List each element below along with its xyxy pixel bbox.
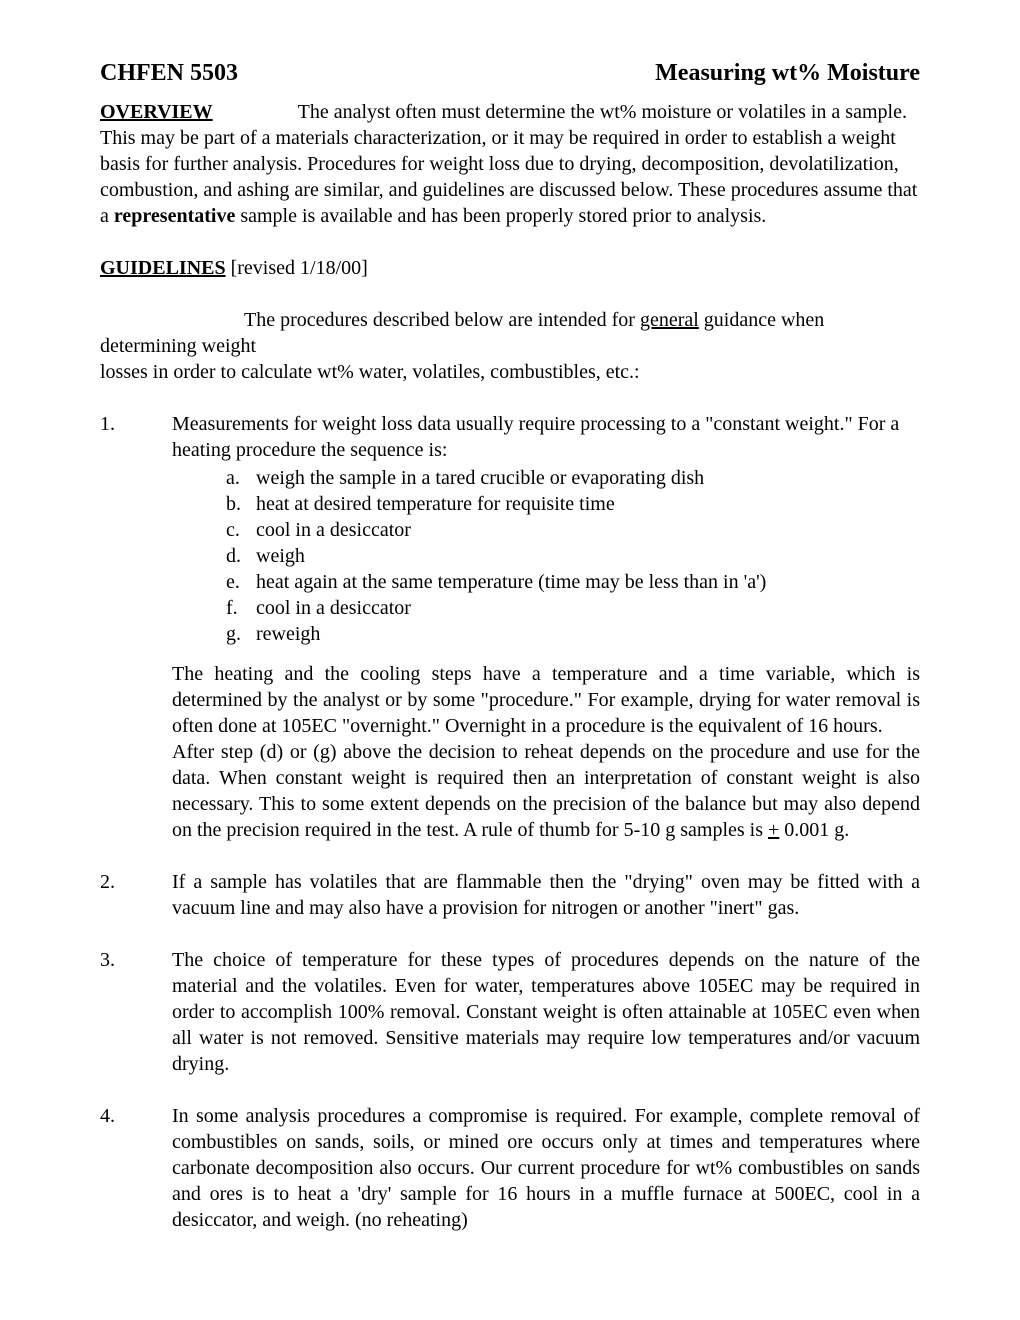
item-number: 2. [100, 869, 172, 921]
overview-bold: representative [114, 205, 235, 227]
sub-text: weigh [256, 543, 305, 569]
item-number: 1. [100, 411, 172, 843]
sub-g: g.reweigh [226, 621, 920, 647]
sub-letter: d. [226, 543, 256, 569]
item-1-sublist: a.weigh the sample in a tared crucible o… [226, 465, 920, 647]
intro-underlined: general [640, 309, 699, 331]
list-item-2: 2. If a sample has volatiles that are fl… [100, 869, 920, 921]
item-1-lead: Measurements for weight loss data usuall… [172, 411, 920, 463]
sub-letter: b. [226, 491, 256, 517]
item-1-content: Measurements for weight loss data usuall… [172, 411, 920, 843]
overview-text-2: sample is available and has been properl… [235, 205, 766, 227]
intro-line2: losses in order to calculate wt% water, … [100, 361, 640, 383]
list-item-1: 1. Measurements for weight loss data usu… [100, 411, 920, 843]
sub-letter: g. [226, 621, 256, 647]
sub-text: heat again at the same temperature (time… [256, 569, 766, 595]
item-2-content: If a sample has volatiles that are flamm… [172, 869, 920, 921]
guidelines-intro: The procedures described below are inten… [100, 307, 920, 385]
item-number: 3. [100, 947, 172, 1077]
document-page: CHFEN 5503 Measuring wt% Moisture OVERVI… [0, 0, 1020, 1320]
sub-text: cool in a desiccator [256, 517, 411, 543]
overview-heading: OVERVIEW [100, 101, 213, 123]
guidelines-revision: [revised 1/18/00] [226, 257, 368, 279]
sub-text: reweigh [256, 621, 320, 647]
sub-text: heat at desired temperature for requisit… [256, 491, 615, 517]
sub-d: d.weigh [226, 543, 920, 569]
sub-e: e.heat again at the same temperature (ti… [226, 569, 920, 595]
intro-prefix: The procedures described below are inten… [244, 309, 640, 331]
doc-title: Measuring wt% Moisture [655, 60, 920, 87]
header-row: CHFEN 5503 Measuring wt% Moisture [100, 60, 920, 87]
item-1-para1: The heating and the cooling steps have a… [172, 661, 920, 739]
sub-letter: a. [226, 465, 256, 491]
list-item-3: 3. The choice of temperature for these t… [100, 947, 920, 1077]
sub-c: c.cool in a desiccator [226, 517, 920, 543]
sub-letter: c. [226, 517, 256, 543]
sub-b: b.heat at desired temperature for requis… [226, 491, 920, 517]
para2-underlined: + [768, 819, 779, 841]
item-3-content: The choice of temperature for these type… [172, 947, 920, 1077]
list-item-4: 4. In some analysis procedures a comprom… [100, 1103, 920, 1233]
item-number: 4. [100, 1103, 172, 1233]
sub-f: f.cool in a desiccator [226, 595, 920, 621]
guidelines-heading-row: GUIDELINES [revised 1/18/00] [100, 255, 920, 281]
sub-letter: f. [226, 595, 256, 621]
guidelines-heading: GUIDELINES [100, 257, 226, 279]
overview-paragraph: OVERVIEW The analyst often must determin… [100, 99, 920, 229]
sub-text: cool in a desiccator [256, 595, 411, 621]
sub-letter: e. [226, 569, 256, 595]
item-1-para2: After step (d) or (g) above the decision… [172, 739, 920, 843]
sub-a: a.weigh the sample in a tared crucible o… [226, 465, 920, 491]
course-code: CHFEN 5503 [100, 60, 238, 87]
para2-after: 0.001 g. [779, 819, 849, 841]
sub-text: weigh the sample in a tared crucible or … [256, 465, 704, 491]
item-4-content: In some analysis procedures a compromise… [172, 1103, 920, 1233]
